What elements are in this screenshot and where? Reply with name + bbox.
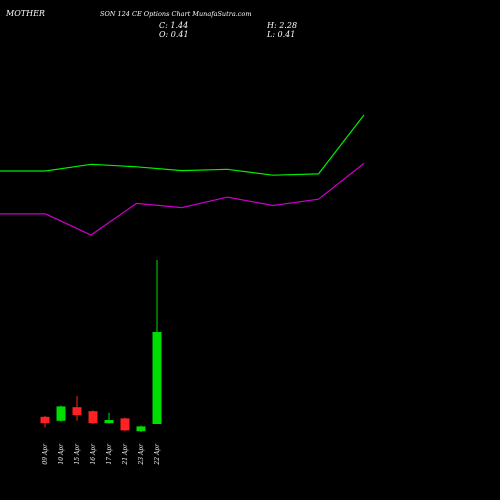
date-tick-label: 22 Apr: [154, 443, 161, 466]
candle-body: [104, 420, 114, 424]
candle-body: [120, 418, 130, 431]
date-tick-label: 23 Apr: [138, 443, 145, 466]
candle-body: [56, 406, 66, 421]
low-value: L: 0.41: [266, 30, 295, 39]
ema-line-1: [0, 114, 365, 176]
date-tick-label: 16 Apr: [90, 443, 97, 465]
ema-panel: [0, 114, 365, 236]
chart-symbol: MOTHER: [5, 9, 45, 18]
date-tick-label: 17 Apr: [106, 443, 113, 465]
close-value: C: 1.44: [159, 21, 188, 30]
candle-panel: [40, 260, 162, 432]
candle-body: [152, 332, 162, 424]
open-value: O: 0.41: [159, 30, 189, 39]
date-tick-label: 10 Apr: [58, 443, 65, 465]
ema-line-2: [0, 162, 365, 236]
date-tick-label: 15 Apr: [74, 443, 81, 465]
candle-body: [136, 426, 146, 432]
date-axis: 09 Apr 10 Apr 15 Apr 16 Apr 17 Apr 21 Apr 23 A…: [42, 443, 161, 466]
chart-title: SON 124 CE Options Chart MunafaSutra.com: [100, 10, 252, 18]
date-tick-label: 21 Apr: [122, 443, 129, 466]
date-tick-label: 09 Apr: [42, 443, 49, 465]
high-value: H: 2.28: [266, 21, 297, 30]
candle-body: [72, 407, 82, 416]
candle-body: [40, 416, 50, 424]
candle-body: [88, 411, 98, 424]
